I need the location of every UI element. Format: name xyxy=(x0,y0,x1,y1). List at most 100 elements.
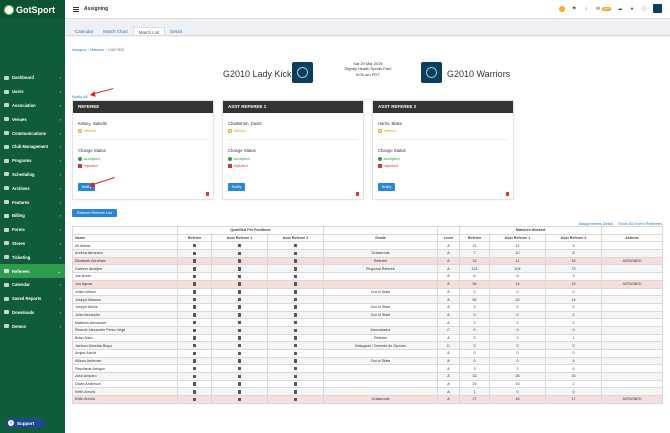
column-header[interactable]: Grade xyxy=(323,233,438,243)
checkbox-icon[interactable] xyxy=(293,397,298,402)
checkbox-icon[interactable] xyxy=(192,320,197,325)
table-row[interactable]: Matthew Alexander A 2 0 0 xyxy=(72,318,664,327)
checkbox-icon[interactable] xyxy=(237,351,242,356)
table-row[interactable]: Allison Ambrose Out of State A 0 0 4 xyxy=(72,356,664,366)
table-row[interactable]: Keith Arnold Grassroots A 27 16 17 ASSIGNED xyxy=(72,395,664,404)
checkbox-icon[interactable] xyxy=(293,290,298,294)
sidebar-item-features[interactable]: Features › xyxy=(0,195,65,209)
referee-name-cell[interactable]: Julia Alexander xyxy=(72,310,178,320)
checkbox-icon[interactable] xyxy=(237,328,242,333)
table-row[interactable]: Julian Albani Out of State A 0 0 0 xyxy=(72,287,664,297)
rejected-option[interactable]: rejected xyxy=(378,163,398,168)
assignments-detail-link[interactable]: Assignments Detail xyxy=(578,221,613,226)
show-all-event-referees-link[interactable]: Show All Event Referees xyxy=(617,221,662,226)
referee-name-cell[interactable]: Joe Acker xyxy=(72,272,178,281)
cloud-icon[interactable]: ☁ xyxy=(617,5,623,12)
referee-name-cell[interactable]: Joseph Albaces xyxy=(72,295,178,304)
checkbox-icon[interactable] xyxy=(237,397,242,402)
checkbox-icon[interactable] xyxy=(192,290,197,294)
accepted-option[interactable]: accepted xyxy=(378,156,400,161)
sidebar-item-downloads[interactable]: Downloads › xyxy=(0,306,65,320)
referee-name-cell[interactable]: Matthew Alexander xyxy=(72,318,178,327)
table-row[interactable]: Jose Amparo A 33 26 15 xyxy=(72,372,664,381)
checkbox-icon[interactable] xyxy=(293,359,298,363)
checkbox-icon[interactable] xyxy=(192,297,197,302)
checkbox-icon[interactable] xyxy=(192,251,197,256)
checkbox-icon[interactable] xyxy=(237,290,242,294)
referee-name-cell[interactable]: Julian Albani xyxy=(72,287,178,297)
notify-all-link[interactable]: Notify All xyxy=(72,94,88,99)
sidebar-item-association[interactable]: Association › xyxy=(0,99,65,113)
checkbox-icon[interactable] xyxy=(237,359,242,363)
rejected-option[interactable]: rejected xyxy=(78,163,98,168)
referee-name-cell[interactable]: Ricardo Alexandre Perez Vega xyxy=(72,325,178,335)
checkbox-icon[interactable] xyxy=(237,274,242,279)
actions-cell[interactable] xyxy=(601,241,664,251)
sidebar-item-club-management[interactable]: Club Management › xyxy=(0,140,65,154)
table-row[interactable]: Amjad Alzubi A 0 0 0 xyxy=(72,349,664,358)
checkbox-icon[interactable] xyxy=(237,259,242,263)
checkbox-icon[interactable] xyxy=(192,374,197,379)
checkbox-icon[interactable] xyxy=(293,305,298,309)
referee-name-cell[interactable]: Amjad Alzubi xyxy=(72,349,178,358)
actions-cell[interactable] xyxy=(601,387,664,397)
table-row[interactable]: Jaelson Almeida Bispo Delegado / Gerente … xyxy=(72,341,664,350)
actions-cell[interactable]: ASSIGNED xyxy=(601,279,664,289)
table-row[interactable]: Galeem Abuttjee Regional Referee A 124 104 73 xyxy=(72,264,664,274)
sidebar-item-forms[interactable]: Forms › xyxy=(0,223,65,237)
sidebar-item-billing[interactable]: Billing › xyxy=(0,209,65,223)
menu-toggle-icon[interactable] xyxy=(73,6,79,13)
sidebar-item-referees[interactable]: Referees ⌄ xyxy=(0,264,65,278)
checkbox-icon[interactable] xyxy=(192,390,197,394)
checkbox-icon[interactable] xyxy=(192,259,197,263)
tab-match-list[interactable]: Match List xyxy=(132,27,166,35)
checkbox-icon[interactable] xyxy=(192,343,197,348)
actions-cell[interactable] xyxy=(601,379,664,389)
checkbox-icon[interactable] xyxy=(293,382,298,386)
support-button[interactable]: ? Support xyxy=(5,418,45,428)
sidebar-item-ticketing[interactable]: Ticketing › xyxy=(0,250,65,264)
checkbox-icon[interactable] xyxy=(192,328,197,333)
referee-name-cell[interactable]: Galeem Abuttjee xyxy=(72,264,178,274)
checkbox-icon[interactable] xyxy=(237,366,242,371)
column-header[interactable]: Actions xyxy=(601,233,664,243)
table-row[interactable]: Keith Arnold A 1 0 0 xyxy=(72,387,664,397)
table-row[interactable]: Andrea Abraham Grassroots A 7 10 8 xyxy=(72,249,664,258)
trash-icon[interactable] xyxy=(206,192,209,196)
table-row[interactable]: Ali Abbas A 21 12 4 xyxy=(72,241,664,251)
table-row[interactable]: David Anderson A 15 10 2 xyxy=(72,379,664,389)
sidebar-item-users[interactable]: Users › xyxy=(0,85,65,99)
column-header[interactable]: Asst Referee 2 xyxy=(267,233,324,243)
actions-cell[interactable] xyxy=(601,372,664,381)
table-row[interactable]: Joseph Alexis Out of State A 0 0 0 xyxy=(72,302,664,312)
referee-name-cell[interactable]: Andrea Abraham xyxy=(72,249,178,258)
sidebar-item-communications[interactable]: Communications › xyxy=(0,126,65,140)
checkbox-icon[interactable] xyxy=(293,267,298,271)
actions-cell[interactable]: ASSIGNED xyxy=(601,256,664,266)
tab-calendar[interactable]: Calendar xyxy=(75,29,94,34)
tab-detail[interactable]: Detail xyxy=(170,29,182,34)
referee-name-cell[interactable]: Jose Amparo xyxy=(72,372,178,381)
checkbox-icon[interactable] xyxy=(237,343,242,348)
checkbox-icon[interactable] xyxy=(192,351,197,356)
referee-name-cell[interactable]: David Anderson xyxy=(72,379,178,389)
gotsport-logo[interactable]: GotSport xyxy=(0,0,65,19)
breadcrumb-matches[interactable]: Matches xyxy=(89,48,105,52)
checkbox-icon[interactable] xyxy=(237,243,242,248)
checkbox-icon[interactable] xyxy=(293,336,298,340)
checkbox-icon[interactable] xyxy=(293,320,298,325)
checkbox-icon[interactable] xyxy=(237,390,242,394)
checkbox-icon[interactable] xyxy=(192,243,197,248)
checkbox-icon[interactable] xyxy=(192,305,197,309)
checkbox-icon[interactable] xyxy=(192,313,197,317)
table-row[interactable]: Elizabeth Abraham Referee A 16 11 15 ASSIGNED xyxy=(72,256,664,266)
checkbox-icon[interactable] xyxy=(293,374,298,379)
mail-button[interactable]: ✉ 99+ xyxy=(595,6,611,12)
tab-match-chart[interactable]: Match Chart xyxy=(103,29,128,34)
column-header[interactable]: Referee xyxy=(177,233,212,243)
sidebar-item-dashboard[interactable]: Dashboard › xyxy=(0,71,65,85)
actions-cell[interactable] xyxy=(601,272,664,281)
breadcrumb-assignor[interactable]: Assignor xyxy=(72,48,87,52)
sidebar-item-demos[interactable]: Demos › xyxy=(0,319,65,333)
actions-cell[interactable] xyxy=(601,364,664,374)
